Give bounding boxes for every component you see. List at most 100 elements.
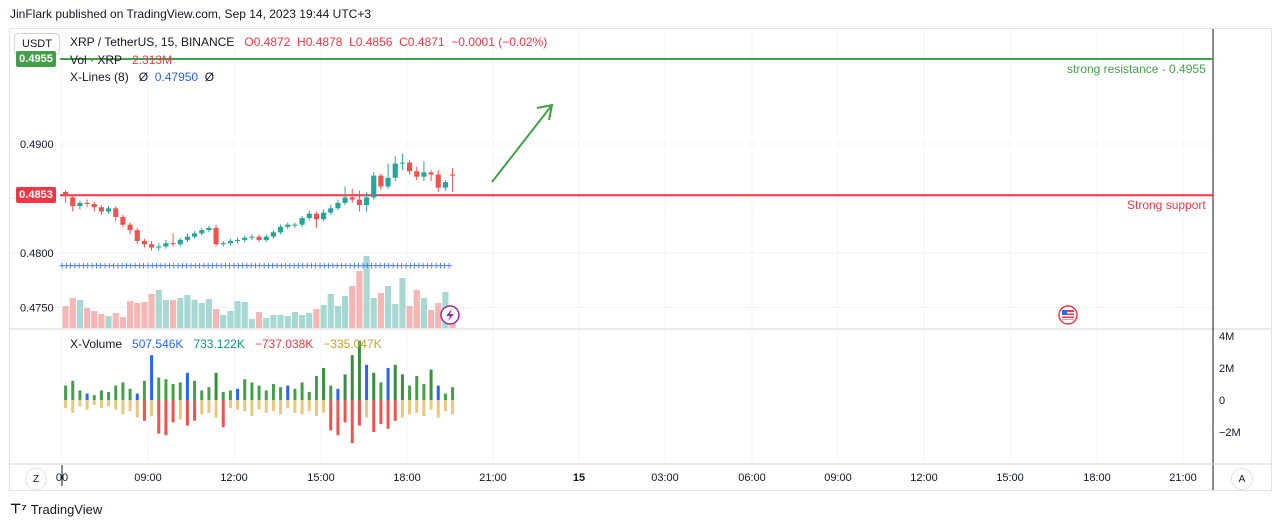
volume-bar xyxy=(327,294,334,328)
tradingview-logo-icon: ⊤⁷ xyxy=(10,501,27,516)
xvolume-legend: X-Volume 507.546K 733.122K −737.038K −33… xyxy=(70,337,382,351)
xvolume-buy-bar xyxy=(293,388,297,400)
xvolume-buy-bar xyxy=(307,392,311,400)
xvolume-buy-bar xyxy=(329,385,333,400)
xvolume-sell-bar xyxy=(343,400,347,423)
candle-body xyxy=(192,233,198,237)
candle-body xyxy=(199,230,205,234)
xvolume-sell-bar xyxy=(214,400,218,418)
ohlc-low: L0.4856 xyxy=(349,35,393,49)
volume-bar xyxy=(256,312,263,328)
time-tick-label: 15:00 xyxy=(996,472,1024,484)
candle-body xyxy=(213,227,219,245)
support-label[interactable]: Strong support xyxy=(1127,198,1206,213)
xvolume-buy-bar xyxy=(228,390,232,400)
xvolume-sell-bar xyxy=(357,400,361,426)
volume-bar xyxy=(105,316,112,328)
price-tick-label: 0.4750 xyxy=(20,303,54,315)
xvolume-buy-bar xyxy=(279,387,283,400)
xlines-label[interactable]: X-Lines (8) xyxy=(70,70,129,84)
candle-body xyxy=(321,212,327,220)
time-tick-label: 15:00 xyxy=(307,472,335,484)
xvolume-label[interactable]: X-Volume xyxy=(70,337,123,351)
x-line-mark: + xyxy=(282,261,290,271)
x-line-mark: + xyxy=(196,261,204,271)
volume-bar xyxy=(112,313,119,328)
volume-bar xyxy=(184,295,191,328)
xvolume-buy-bar xyxy=(408,385,412,400)
candle-body xyxy=(206,227,212,231)
xvolume-buy-bar xyxy=(422,384,426,400)
volume-bar xyxy=(148,294,155,328)
x-line-mark: + xyxy=(63,261,71,271)
xvolume-buy-bar xyxy=(114,385,118,400)
x-line-mark: + xyxy=(200,261,208,271)
xvolume-buy-bar xyxy=(107,392,111,400)
xvolume-sell-bar xyxy=(400,400,404,418)
auto-scale-right-button[interactable]: A xyxy=(1231,468,1253,490)
symbol-legend: XRP / TetherUS, 15, BINANCE O0.4872 H0.4… xyxy=(70,35,547,49)
xvolume-sell-bar xyxy=(271,400,275,412)
xvolume-sell-bar xyxy=(408,400,412,415)
candle-body xyxy=(84,202,90,204)
candle-body xyxy=(98,207,104,212)
xvolume-sell-bar xyxy=(157,400,161,434)
currency-button[interactable]: USDT xyxy=(14,33,60,55)
xvolume-sell-bar xyxy=(436,400,440,418)
footer-brand-name[interactable]: TradingView xyxy=(30,501,103,517)
x-line-mark: + xyxy=(269,261,277,271)
x-line-mark: + xyxy=(67,261,75,271)
volume-bar xyxy=(227,311,234,328)
candle-body xyxy=(263,236,269,240)
xvolume-buy-bar xyxy=(78,390,82,400)
resistance-label[interactable]: strong resistance - 0.4955 xyxy=(1067,62,1206,77)
time-tick-label: 21:00 xyxy=(479,472,507,484)
xvolume-sell-bar xyxy=(221,400,225,428)
x-volume-bars xyxy=(64,340,455,444)
volume-bar xyxy=(127,301,134,328)
volume-bar xyxy=(155,290,162,328)
volume-bar xyxy=(277,315,284,328)
x-line-mark: + xyxy=(71,261,79,271)
ohlc-change: −0.0001 (−0.02%) xyxy=(451,35,548,49)
auto-scale-left-button[interactable]: Z xyxy=(25,468,47,490)
candle-body xyxy=(364,197,370,206)
x-line-mark: + xyxy=(192,261,200,271)
price-tick-label: 0.4900 xyxy=(20,139,54,151)
candle-body xyxy=(414,171,420,177)
publisher-info: JinFlark published on TradingView.com, S… xyxy=(10,7,371,21)
candle-body xyxy=(106,208,112,212)
xvolume-sell-bar xyxy=(393,400,397,421)
xvolume-buy-bar xyxy=(314,376,318,400)
xvolume-sell-bar xyxy=(164,400,168,436)
xvolume-sell-bar xyxy=(193,400,197,421)
x-line-mark: + xyxy=(445,261,453,271)
volume-bar xyxy=(428,310,435,328)
x-line-mark: + xyxy=(389,261,397,271)
x-line-mark: + xyxy=(166,261,174,271)
symbol-name[interactable]: XRP / TetherUS, 15, BINANCE xyxy=(70,35,235,49)
volume-bar xyxy=(191,300,198,328)
candle-body xyxy=(63,191,69,197)
xvolume-sell-bar xyxy=(114,400,118,410)
xvolume-buy-bar xyxy=(64,385,68,400)
x-line-mark: + xyxy=(84,261,92,271)
volume-legend: Vol · XRP 2.313M xyxy=(70,53,172,67)
candle-body xyxy=(278,226,284,233)
volume-bar xyxy=(205,299,212,328)
candle-body xyxy=(421,172,427,177)
volume-bar xyxy=(399,278,406,328)
xvolume-sell-bar xyxy=(121,400,125,415)
volume-bar xyxy=(170,300,177,328)
volume-bar xyxy=(370,298,377,328)
xvolume-sell-bar xyxy=(71,400,75,413)
volume-tick-label: 2M xyxy=(1219,363,1234,375)
xvolume-sell-bar xyxy=(99,400,103,408)
vol-label[interactable]: Vol · XRP xyxy=(70,53,123,67)
candle-body xyxy=(141,241,147,245)
volume-bar xyxy=(248,319,255,328)
candle-body xyxy=(450,174,456,176)
xvolume-sell-bar xyxy=(386,400,390,429)
x-line-mark: + xyxy=(419,261,427,271)
